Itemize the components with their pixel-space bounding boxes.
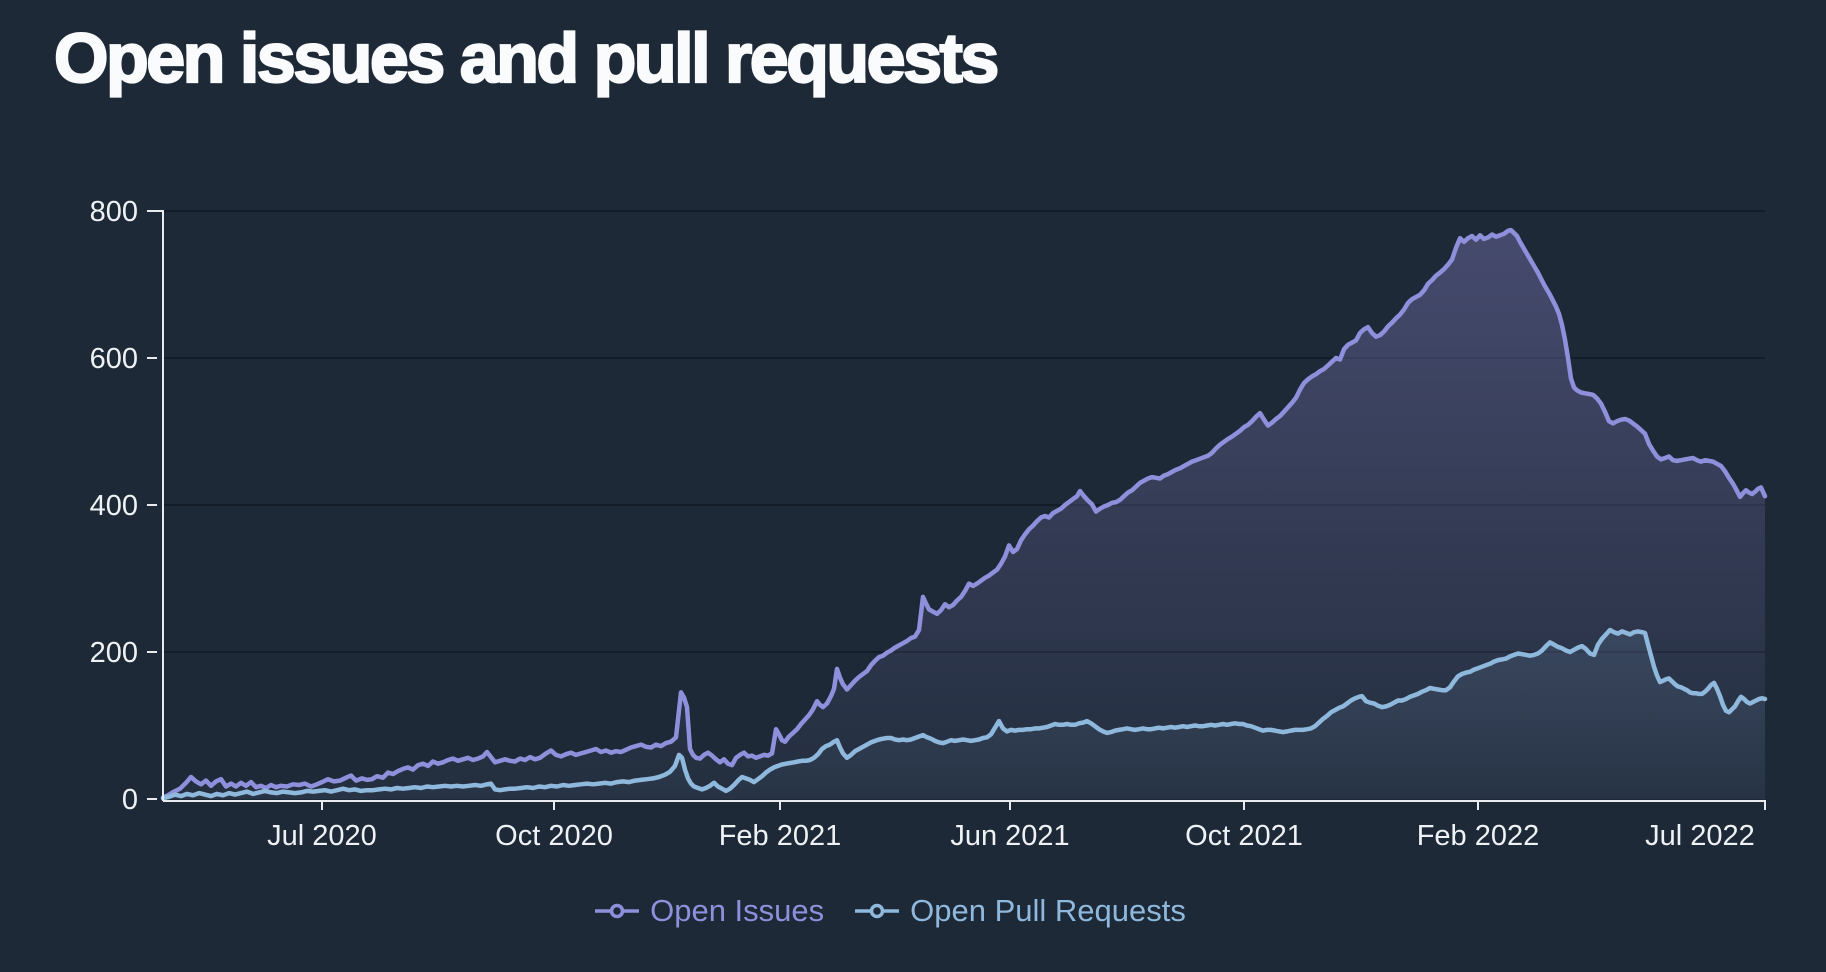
chart-title: Open issues and pull requests	[53, 18, 1000, 97]
y-tick-label: 600	[90, 343, 138, 375]
line-open-pull-requests	[160, 627, 1768, 801]
x-tick-label: Jul 2020	[267, 820, 377, 852]
legend-label-open-issues: Open Issues	[650, 893, 825, 928]
x-tick-label: Jun 2021	[950, 820, 1069, 852]
x-tick-label: Feb 2021	[719, 820, 842, 852]
x-tick-label: Oct 2021	[1185, 820, 1303, 852]
y-tick-label: 400	[90, 490, 138, 522]
x-tick-label: Oct 2020	[495, 820, 613, 852]
legend-item-open-issues[interactable]: Open Issues	[594, 893, 824, 929]
legend-line-marker-icon	[595, 903, 640, 919]
line-open-issues	[160, 227, 1768, 800]
y-tick-label: 800	[90, 196, 138, 228]
chart-legend: Open Issues Open Pull Requests	[0, 893, 1780, 929]
x-tick-label: Jul 2022	[1645, 820, 1755, 852]
y-tick-label: 200	[90, 637, 138, 669]
y-axis	[147, 210, 164, 801]
area-open-pull-requests	[163, 630, 1765, 799]
legend-item-open-pull-requests[interactable]: Open Pull Requests	[854, 893, 1186, 929]
y-tick-label: 0	[122, 784, 138, 816]
legend-line-marker-icon	[855, 903, 900, 919]
legend-label-open-pull-requests: Open Pull Requests	[910, 893, 1186, 928]
x-tick-label: Feb 2022	[1417, 820, 1540, 852]
x-axis	[163, 800, 1766, 809]
area-open-issues	[163, 230, 1765, 800]
